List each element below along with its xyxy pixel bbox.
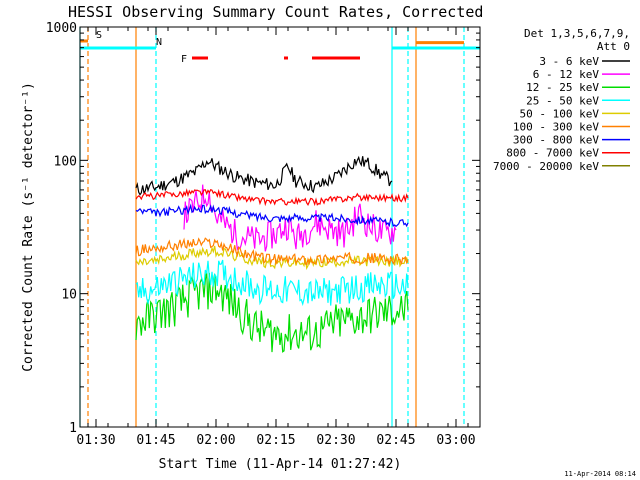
- legend-entry-label: 12 - 25 keV: [526, 81, 599, 94]
- series-line: [135, 259, 409, 307]
- legend-entry-label: 300 - 800 keV: [513, 134, 599, 147]
- series-line: [135, 203, 409, 228]
- plot-layer: S N F: [79, 27, 480, 427]
- series-line: [135, 155, 393, 196]
- y-tick-label: 100: [54, 154, 77, 169]
- x-tick-label: 01:30: [76, 433, 115, 448]
- y-tick-label: 10: [61, 288, 77, 303]
- legend-header-line1: Det 1,3,5,6,7,9,: [524, 27, 630, 40]
- legend-entry-label: 7000 - 20000 keV: [493, 160, 599, 173]
- footer-timestamp: 11-Apr-2014 08:14: [564, 470, 636, 478]
- series-line: [135, 237, 409, 266]
- legend-entry-label: 25 - 50 keV: [526, 94, 599, 107]
- x-tick-label: 02:00: [196, 433, 235, 448]
- series-line: [135, 188, 409, 207]
- y-tick-label: 1: [69, 421, 77, 436]
- legend-entry-label: 50 - 100 keV: [520, 107, 600, 120]
- x-tick-label: 02:45: [376, 433, 415, 448]
- legend-entry-label: 100 - 300 keV: [513, 121, 599, 134]
- y-tick-label: 1000: [46, 21, 77, 36]
- series-line: [135, 245, 409, 271]
- x-axis-label: Start Time (11-Apr-14 01:27:42): [159, 457, 402, 472]
- plot-frame: [79, 26, 481, 428]
- series-line: [135, 271, 409, 353]
- x-tick-label: 01:45: [136, 433, 175, 448]
- flag-label: F: [181, 54, 187, 65]
- legend-entry-label: 3 - 6 keV: [539, 55, 599, 68]
- y-axis-label: Corrected Count Rate (s⁻¹ detector⁻¹): [21, 82, 36, 372]
- x-tick-label: 02:30: [316, 433, 355, 448]
- axis-layer: 01:30 01:45 02:00 02:15 02:30 02:45 03:00 1 10 10…: [46, 21, 480, 448]
- legend-entry-label: 6 - 12 keV: [533, 68, 600, 81]
- x-tick-label: 03:00: [436, 433, 475, 448]
- flag-label: N: [156, 37, 162, 48]
- chart-title: HESSI Observing Summary Count Rates, Cor…: [68, 3, 483, 21]
- legend-header-line2: Att 0: [597, 40, 630, 53]
- legend-entry-label: 800 - 7000 keV: [506, 147, 599, 160]
- flag-label: S: [96, 30, 102, 41]
- x-tick-label: 02:15: [256, 433, 295, 448]
